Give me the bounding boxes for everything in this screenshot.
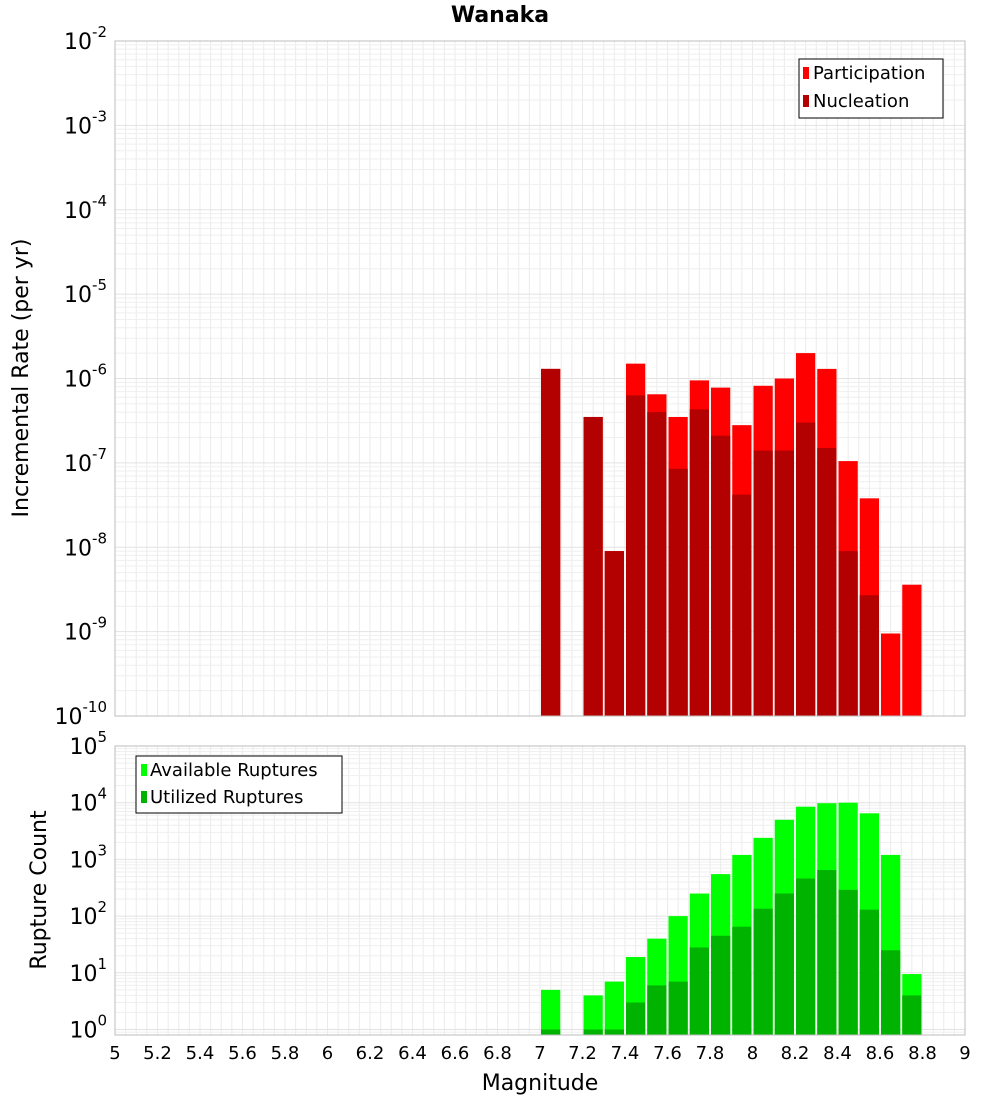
y-tick-label: 10-7 <box>64 445 107 477</box>
bottom-y-axis-label: Rupture Count <box>27 810 52 970</box>
y-tick-label: 100 <box>69 1012 107 1044</box>
legend-swatch-utilized <box>141 791 147 803</box>
x-tick-label: 8.4 <box>823 1043 852 1064</box>
y-tick-label: 10-8 <box>64 529 107 561</box>
x-tick-label: 8 <box>747 1043 758 1064</box>
top-legend: Participation Nucleation <box>798 58 944 119</box>
top-plot-border <box>114 40 966 717</box>
bar-0-0-15 <box>881 633 901 716</box>
bar-0-1-4 <box>647 412 667 716</box>
bar-0-1-9 <box>753 450 773 716</box>
bar-0-1-12 <box>817 448 837 716</box>
bar-1-1-3 <box>626 1002 646 1035</box>
chart-title: Wanaka <box>451 3 549 28</box>
bar-1-1-13 <box>838 889 858 1035</box>
top-y-tick-labels: 10-2 10-3 10-4 10-5 10-6 10-7 10-8 10-9 10-10 <box>55 23 108 730</box>
legend-label-participation: Participation <box>813 63 925 84</box>
bottom-plot-border <box>114 745 966 1036</box>
y-tick-label: 10-3 <box>64 107 107 139</box>
bar-1-1-4 <box>647 985 667 1035</box>
y-tick-label: 104 <box>69 785 107 817</box>
bar-1-0-1 <box>583 995 603 1035</box>
bar-1-1-5 <box>668 981 688 1035</box>
bar-1-1-14 <box>859 909 879 1035</box>
x-axis-label: Magnitude <box>482 1071 599 1096</box>
legend-swatch-available <box>141 764 147 776</box>
x-tick-label: 7.6 <box>653 1043 682 1064</box>
bar-1-1-11 <box>796 878 816 1035</box>
y-tick-label: 102 <box>69 898 107 930</box>
x-tick-label: 6.4 <box>398 1043 427 1064</box>
y-tick-label: 101 <box>69 955 107 987</box>
x-tick-label: 7 <box>534 1043 545 1064</box>
x-tick-label: 5.8 <box>271 1043 300 1064</box>
rupture-count-panel: 105 104 103 102 101 100 Rupture Count Availab… <box>27 728 971 1096</box>
y-tick-label: 105 <box>69 728 107 760</box>
bottom-bars <box>541 802 922 1035</box>
bar-1-1-7 <box>711 935 731 1035</box>
x-tick-label: 8.2 <box>781 1043 810 1064</box>
x-tick-label: 6 <box>322 1043 333 1064</box>
bar-0-1-2 <box>604 551 624 716</box>
x-tick-label: 7.2 <box>568 1043 597 1064</box>
x-tick-label: 5.4 <box>186 1043 215 1064</box>
x-tick-label: 6.6 <box>441 1043 470 1064</box>
bar-1-1-16 <box>902 995 922 1035</box>
x-tick-label: 7.8 <box>696 1043 725 1064</box>
bar-0-1-6 <box>689 409 709 716</box>
bar-0-1-11 <box>796 422 816 716</box>
x-tick-label: 8.6 <box>866 1043 895 1064</box>
bar-0-1-7 <box>711 435 731 716</box>
x-tick-label: 5.6 <box>228 1043 257 1064</box>
bar-1-1-9 <box>753 908 773 1035</box>
x-tick-label: 7.4 <box>611 1043 640 1064</box>
x-tick-label: 8.8 <box>908 1043 937 1064</box>
legend-label-utilized: Utilized Ruptures <box>150 787 303 808</box>
top-bars <box>541 353 922 716</box>
bottom-legend: Available Ruptures Utilized Ruptures <box>135 755 343 814</box>
bar-1-0-0 <box>541 989 561 1035</box>
bar-0-1-8 <box>732 494 752 716</box>
top-y-axis-label: Incremental Rate (per yr) <box>9 239 34 518</box>
bar-1-0-2 <box>604 981 624 1035</box>
legend-swatch-nucleation <box>803 95 809 107</box>
x-tick-label: 9 <box>959 1043 970 1064</box>
bar-1-1-2 <box>604 1029 624 1035</box>
bar-0-1-0 <box>541 368 561 716</box>
y-tick-label: 10-5 <box>64 276 107 308</box>
y-tick-label: 10-2 <box>64 23 107 55</box>
y-tick-label: 103 <box>69 841 107 873</box>
y-tick-label: 10-10 <box>55 698 108 730</box>
x-tick-label: 6.8 <box>483 1043 512 1064</box>
x-tick-label: 5.2 <box>143 1043 172 1064</box>
bar-0-0-16 <box>902 584 922 716</box>
y-tick-label: 10-9 <box>64 614 107 646</box>
bar-0-1-3 <box>626 395 646 716</box>
bar-0-1-13 <box>838 551 858 716</box>
x-tick-label: 6.2 <box>356 1043 385 1064</box>
bar-0-1-5 <box>668 468 688 716</box>
top-gridlines <box>114 41 966 717</box>
bar-1-1-0 <box>541 1029 561 1035</box>
bar-1-1-15 <box>881 950 901 1035</box>
bottom-y-tick-labels: 105 104 103 102 101 100 <box>69 728 107 1044</box>
bar-0-1-10 <box>774 450 794 716</box>
legend-label-nucleation: Nucleation <box>813 91 909 112</box>
legend-swatch-participation <box>803 67 809 79</box>
bar-1-1-8 <box>732 926 752 1035</box>
legend-label-available: Available Ruptures <box>150 760 318 781</box>
x-tick-labels: 5 5.2 5.4 5.6 5.8 6 6.2 6.4 6.6 6.8 7 7.2 7.4 7.6 7.8 8… <box>109 1043 970 1064</box>
y-tick-label: 10-4 <box>64 192 107 224</box>
bar-1-1-6 <box>689 947 709 1035</box>
x-tick-label: 5 <box>109 1043 120 1064</box>
y-tick-label: 10-6 <box>64 361 107 393</box>
bar-0-1-1 <box>583 416 603 716</box>
incremental-rate-panel: 10-2 10-3 10-4 10-5 10-6 10-7 10-8 10-9 10-10 In… <box>9 23 966 730</box>
bar-1-1-1 <box>583 1029 603 1035</box>
bar-1-1-12 <box>817 870 837 1035</box>
bar-0-1-14 <box>859 595 879 716</box>
bar-1-1-10 <box>774 893 794 1035</box>
